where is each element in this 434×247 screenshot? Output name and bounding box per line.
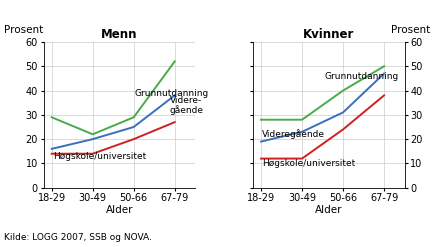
Text: Høgskole/universitet: Høgskole/universitet (53, 152, 146, 161)
Text: Videregående: Videregående (262, 129, 325, 139)
Text: Høgskole/universitet: Høgskole/universitet (262, 159, 355, 168)
Text: Prosent: Prosent (4, 25, 43, 35)
Text: Grunnutdanning: Grunnutdanning (134, 89, 208, 98)
Text: Kilde: LOGG 2007, SSB og NOVA.: Kilde: LOGG 2007, SSB og NOVA. (4, 233, 152, 242)
Text: Prosent: Prosent (391, 25, 430, 35)
Title: Kvinner: Kvinner (302, 28, 354, 41)
X-axis label: Alder: Alder (314, 205, 342, 215)
X-axis label: Alder: Alder (105, 205, 133, 215)
Text: Videre-: Videre- (169, 96, 201, 105)
Text: Grunnutdanning: Grunnutdanning (324, 72, 398, 81)
Title: Menn: Menn (101, 28, 137, 41)
Text: gående: gående (169, 105, 203, 115)
